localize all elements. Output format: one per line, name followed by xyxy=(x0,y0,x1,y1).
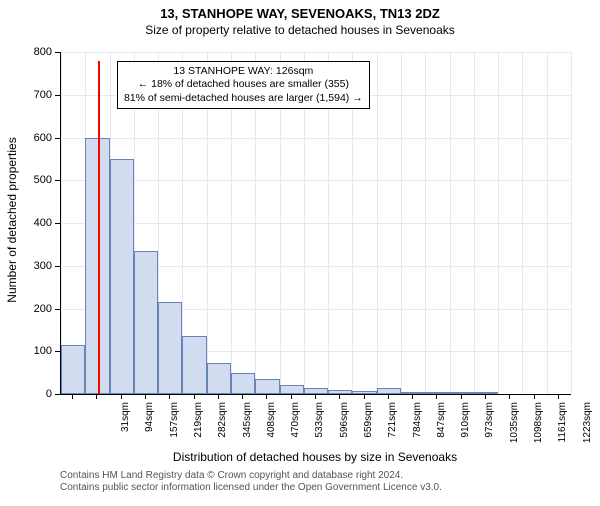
annotation-line: ← 18% of detached houses are smaller (35… xyxy=(124,78,363,92)
x-tick-label: 596sqm xyxy=(339,402,350,452)
x-tick-label: 157sqm xyxy=(169,402,180,452)
histogram-bar xyxy=(450,392,474,394)
plot-area: 13 STANHOPE WAY: 126sqm← 18% of detached… xyxy=(60,52,571,395)
x-tick-label: 1035sqm xyxy=(509,402,520,452)
x-tick-label: 721sqm xyxy=(387,402,398,452)
footer: Contains HM Land Registry data © Crown c… xyxy=(60,470,442,494)
y-tick-label: 200 xyxy=(0,303,52,315)
y-tick-label: 700 xyxy=(0,89,52,101)
histogram-bar xyxy=(231,373,255,394)
histogram-bar xyxy=(377,388,401,394)
x-tick-label: 659sqm xyxy=(363,402,374,452)
y-tick-label: 800 xyxy=(0,46,52,58)
y-tick-label: 600 xyxy=(0,132,52,144)
y-tick-label: 0 xyxy=(0,388,52,400)
histogram-bar xyxy=(425,392,449,394)
y-tick-label: 100 xyxy=(0,345,52,357)
histogram-bar xyxy=(110,159,134,394)
histogram-bar xyxy=(255,379,279,394)
annotation-line: 81% of semi-detached houses are larger (… xyxy=(124,92,363,106)
property-marker-line xyxy=(98,61,100,394)
histogram-bar xyxy=(158,302,182,394)
y-tick-label: 500 xyxy=(0,174,52,186)
chart-title: 13, STANHOPE WAY, SEVENOAKS, TN13 2DZ xyxy=(0,6,600,21)
footer-line-1: Contains HM Land Registry data © Crown c… xyxy=(60,470,442,482)
x-tick-label: 533sqm xyxy=(314,402,325,452)
annotation-box: 13 STANHOPE WAY: 126sqm← 18% of detached… xyxy=(117,61,370,110)
chart-subtitle: Size of property relative to detached ho… xyxy=(0,23,600,37)
x-tick-label: 219sqm xyxy=(193,402,204,452)
x-tick-label: 345sqm xyxy=(242,402,253,452)
x-tick-label: 973sqm xyxy=(484,402,495,452)
histogram-bar xyxy=(401,392,425,394)
x-tick-label: 847sqm xyxy=(436,402,447,452)
histogram-bar xyxy=(328,390,352,394)
x-tick-label: 784sqm xyxy=(412,402,423,452)
x-tick-label: 1223sqm xyxy=(582,402,593,452)
histogram-bar xyxy=(182,336,206,394)
x-tick-label: 1161sqm xyxy=(557,402,568,452)
footer-line-2: Contains public sector information licen… xyxy=(60,482,442,494)
x-tick-label: 1098sqm xyxy=(533,402,544,452)
x-axis-label: Distribution of detached houses by size … xyxy=(60,450,570,464)
histogram-bar xyxy=(280,385,304,394)
x-tick-label: 282sqm xyxy=(217,402,228,452)
x-tick-label: 910sqm xyxy=(460,402,471,452)
x-tick-label: 408sqm xyxy=(266,402,277,452)
histogram-bar xyxy=(134,251,158,394)
y-tick-label: 400 xyxy=(0,217,52,229)
y-tick-label: 300 xyxy=(0,260,52,272)
x-tick-label: 470sqm xyxy=(290,402,301,452)
histogram-bar xyxy=(61,345,85,394)
annotation-line: 13 STANHOPE WAY: 126sqm xyxy=(124,65,363,79)
histogram-bar xyxy=(207,363,231,394)
x-tick-label: 31sqm xyxy=(120,402,131,452)
histogram-bar xyxy=(352,391,376,394)
x-tick-label: 94sqm xyxy=(144,402,155,452)
